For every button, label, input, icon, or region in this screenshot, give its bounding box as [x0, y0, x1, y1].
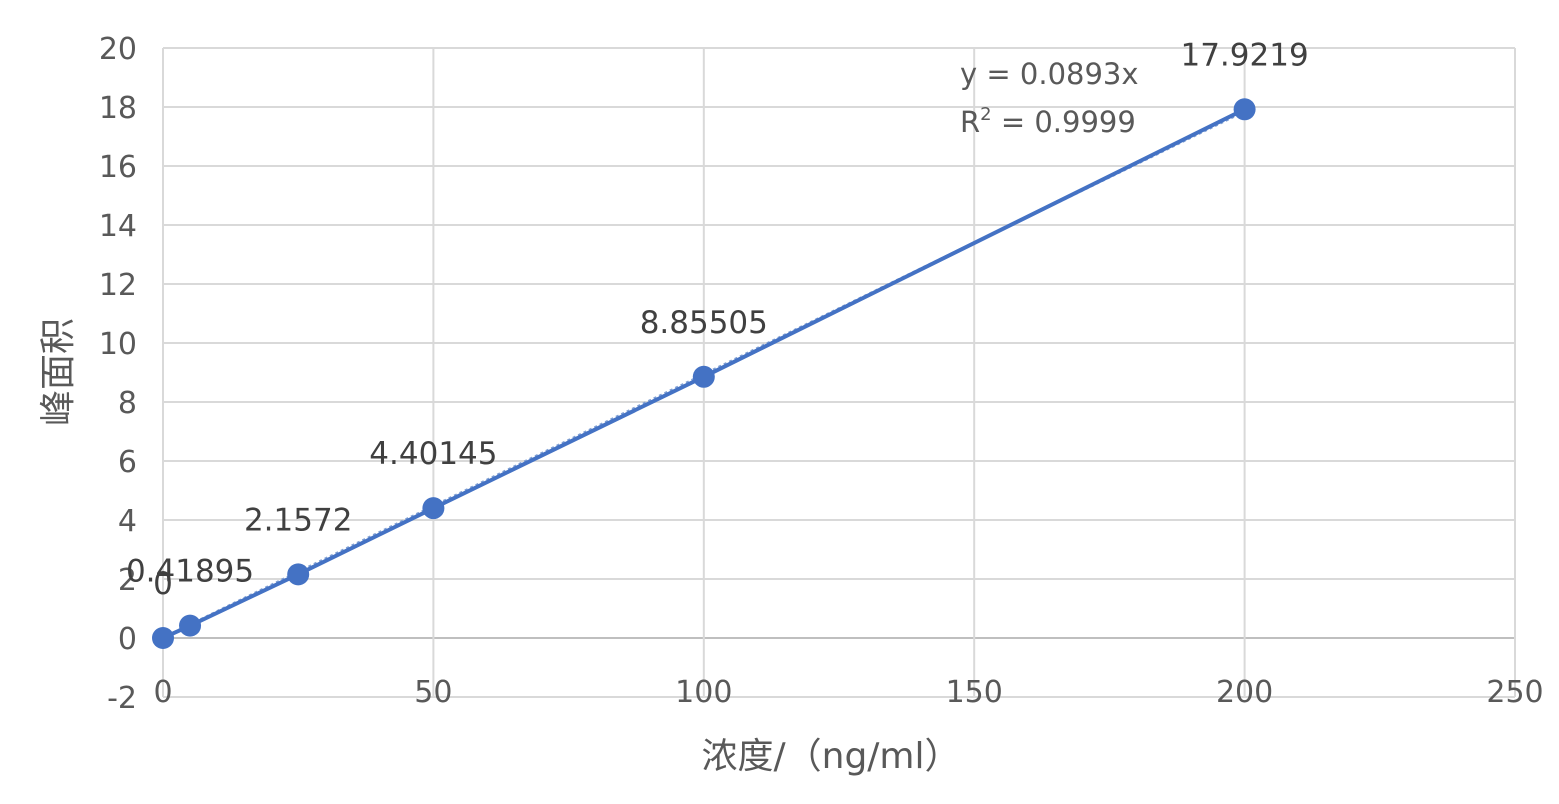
y-tick-label: 2 [118, 563, 137, 598]
data-series [152, 98, 1256, 649]
y-tick-label: 14 [99, 209, 137, 244]
y-tick-labels: -2 0 2 4 6 8 10 12 14 16 18 20 [99, 32, 137, 716]
data-labels: 00.41895 2.1572 4.40145 8.85505 17.9219 [126, 37, 1309, 602]
data-point [179, 614, 202, 637]
data-label: 8.85505 [640, 305, 768, 341]
data-label: 0.41895 [126, 554, 254, 590]
data-label: 2.1572 [244, 502, 352, 538]
y-tick-label: 12 [99, 268, 137, 303]
data-point [287, 563, 310, 586]
y-tick-label: 20 [99, 32, 137, 67]
data-point [1233, 98, 1256, 121]
y-tick-label: 4 [118, 504, 137, 539]
y-tick-label: -2 [107, 681, 137, 716]
x-tick-label: 150 [946, 675, 1003, 710]
y-axis-title: 峰面积 [38, 318, 79, 426]
x-axis-title: 浓度/（ng/ml） [702, 736, 961, 777]
x-tick-label: 200 [1216, 675, 1273, 710]
x-tick-label: 50 [414, 675, 452, 710]
x-tick-label: 250 [1486, 675, 1543, 710]
r-squared-value: = 0.9999 [992, 105, 1136, 139]
data-point [422, 497, 445, 520]
trendline-r-squared: R2 = 0.9999 [960, 104, 1136, 139]
y-tick-label: 10 [99, 327, 137, 362]
r-squared-superscript: 2 [980, 104, 991, 125]
y-tick-label: 8 [118, 386, 137, 421]
data-label: 4.40145 [369, 436, 497, 472]
r-squared-prefix: R [960, 105, 980, 139]
y-tick-label: 18 [99, 91, 137, 126]
data-label: 0 [153, 566, 173, 602]
data-point [692, 365, 715, 388]
x-tick-label: 100 [675, 675, 732, 710]
data-point [152, 627, 174, 649]
data-label: 17.9219 [1180, 37, 1308, 73]
y-tick-label: 6 [118, 445, 137, 480]
trendline-equation: y = 0.0893x [960, 57, 1139, 91]
x-tick-label: 0 [153, 675, 172, 710]
y-tick-label: 0 [118, 622, 137, 657]
y-tick-label: 16 [99, 150, 137, 185]
x-tick-labels: 0 50 100 150 200 250 [153, 675, 1543, 710]
grid-lines [162, 47, 1516, 698]
